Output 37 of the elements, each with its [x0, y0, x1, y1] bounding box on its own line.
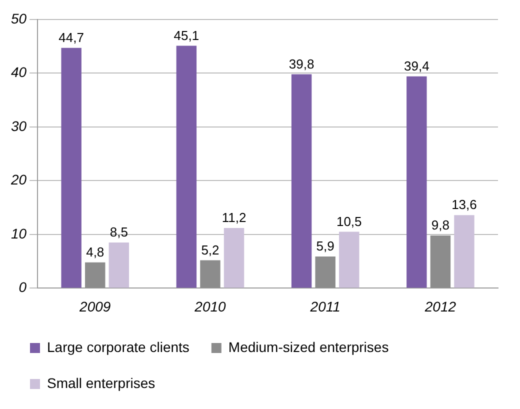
data-label: 4,8	[86, 244, 104, 260]
legend-label: Medium-sized enterprises	[228, 338, 389, 355]
data-label: 11,2	[222, 210, 246, 226]
y-tick-label: 30	[10, 118, 27, 134]
bar	[224, 228, 244, 288]
legend-label: Large corporate clients	[47, 338, 190, 355]
bar	[291, 74, 312, 288]
x-tick-label: 2012	[424, 298, 456, 314]
bar	[200, 260, 220, 288]
bar	[176, 46, 197, 288]
data-label: 5,9	[316, 238, 334, 254]
data-label: 8,5	[110, 224, 128, 240]
bar	[454, 215, 474, 288]
data-label: 10,5	[336, 214, 362, 229]
data-label: 44,7	[58, 30, 84, 45]
bar	[339, 232, 360, 288]
y-tick-label: 50	[10, 10, 27, 26]
bar	[61, 48, 82, 288]
x-tick-label: 2011	[309, 298, 340, 314]
data-label: 39,8	[288, 56, 314, 72]
bar	[108, 242, 130, 288]
data-label: 13,6	[452, 197, 477, 212]
x-tick-label: 2009	[78, 298, 111, 314]
y-tick-label: 20	[10, 172, 27, 188]
y-tick-label: 40	[10, 64, 27, 80]
data-label: 45,1	[174, 28, 200, 43]
x-tick-label: 2010	[194, 298, 226, 314]
legend-label: Small enterprises	[47, 374, 156, 391]
data-label: 39,4	[404, 58, 430, 74]
bar	[430, 236, 451, 288]
data-label: 9,8	[431, 218, 450, 233]
bar	[85, 262, 106, 288]
data-label: 5,2	[201, 242, 220, 258]
y-tick-label: 10	[10, 225, 27, 242]
bar	[406, 76, 427, 288]
bar	[315, 256, 336, 288]
y-tick-label: 0	[18, 279, 27, 296]
